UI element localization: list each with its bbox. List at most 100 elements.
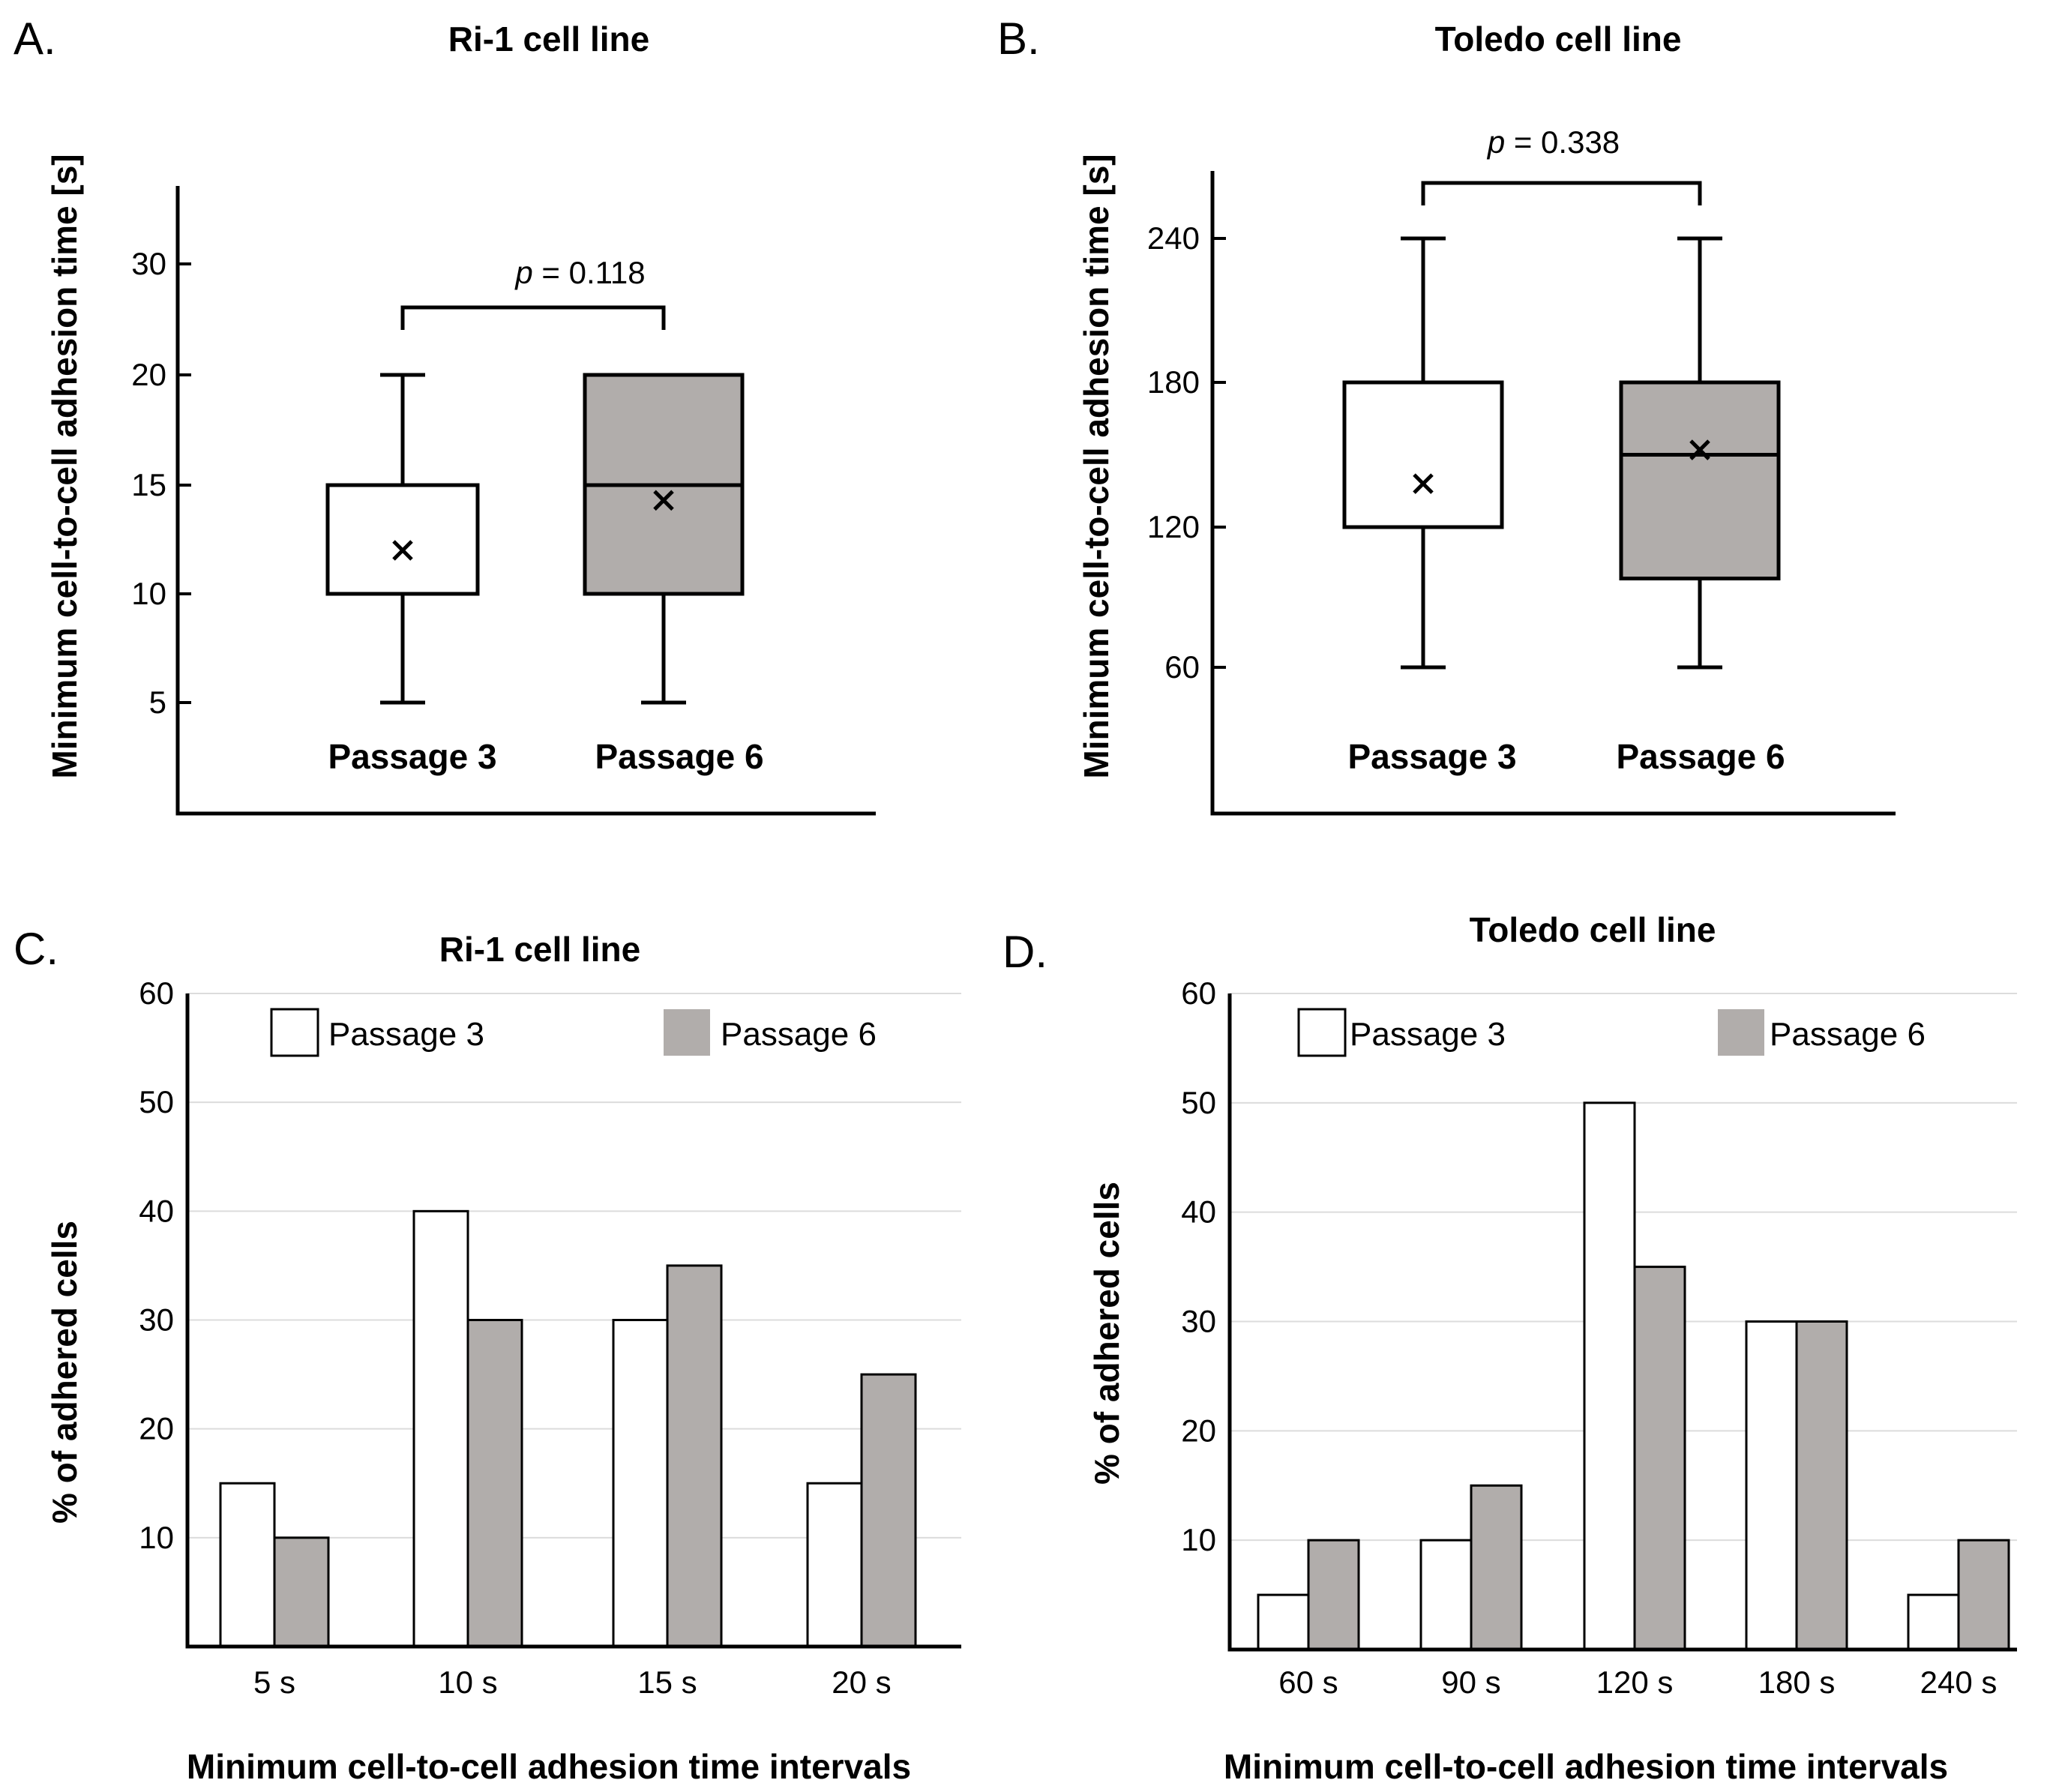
box-iqr-passage-3 bbox=[1342, 380, 1504, 529]
y-tick-label: 40 bbox=[139, 1193, 174, 1228]
x-tick-label: 90 s bbox=[1441, 1665, 1500, 1700]
panel-a-y-ticks: 5 10 15 20 30 bbox=[131, 246, 191, 720]
panel-c-legend-label-passage-3: Passage 3 bbox=[328, 1016, 484, 1053]
y-tick-label: 50 bbox=[139, 1084, 174, 1119]
panel-b-y-ticks: 60 120 180 240 bbox=[1147, 220, 1226, 685]
x-tick-label: 5 s bbox=[253, 1665, 295, 1700]
bar-passage-3 bbox=[1583, 1101, 1636, 1651]
bar-passage-6 bbox=[666, 1264, 723, 1648]
panel-a-axes bbox=[175, 186, 876, 816]
box-mean-marker-passage-6 bbox=[653, 490, 674, 511]
box-iqr-passage-3 bbox=[325, 483, 480, 596]
y-tick-label: 30 bbox=[1181, 1304, 1216, 1339]
panel-d-y-axis-label: % of adhered cells bbox=[1087, 1182, 1126, 1485]
bar-passage-6 bbox=[273, 1536, 330, 1648]
panel-b-y-axis-label: Minimum cell-to-cell adhesion time [s] bbox=[1077, 154, 1116, 778]
panel-b-title: Toledo cell line bbox=[1435, 19, 1682, 58]
panel-c-title: Ri-1 cell line bbox=[439, 930, 640, 969]
bar-passage-6 bbox=[1795, 1320, 1848, 1651]
y-tick-label: 60 bbox=[139, 975, 174, 1011]
panel-a-boxes bbox=[325, 373, 745, 705]
y-tick-label: 60 bbox=[1181, 975, 1216, 1011]
panel-c-x-ticks: 5 s 10 s 15 s 20 s bbox=[253, 1665, 892, 1700]
panel-d-legend-label-passage-6: Passage 6 bbox=[1770, 1016, 1926, 1053]
panel-c-legend-swatch-passage-6 bbox=[664, 1009, 710, 1056]
panel-a-p-text: = 0.118 bbox=[533, 255, 646, 290]
panel-a-y-axis-label: Minimum cell-to-cell adhesion time [s] bbox=[45, 154, 84, 778]
y-tick-label: 60 bbox=[1164, 649, 1200, 685]
panel-c-y-axis-label: % of adhered cells bbox=[45, 1221, 84, 1524]
box-mean-marker-passage-3 bbox=[1413, 473, 1434, 494]
y-tick-label: 5 bbox=[149, 685, 166, 720]
bar-passage-6 bbox=[860, 1373, 917, 1648]
panel-d-x-axis-label: Minimum cell-to-cell adhesion time inter… bbox=[1224, 1747, 1948, 1786]
panel-a-title: Ri-1 cell line bbox=[448, 19, 649, 58]
panel-a-p-value: p = 0.118 bbox=[514, 255, 645, 290]
bar-passage-3 bbox=[412, 1209, 469, 1648]
panel-d-legend-swatch-passage-6 bbox=[1718, 1009, 1764, 1056]
y-tick-label: 30 bbox=[131, 246, 166, 281]
y-tick-label: 10 bbox=[1181, 1522, 1216, 1557]
panel-d-bar-chart: D. Toledo cell line % of adhered cells 1… bbox=[1003, 910, 2017, 1786]
panel-c-legend-label-passage-6: Passage 6 bbox=[721, 1016, 877, 1053]
panel-b-axes bbox=[1210, 171, 1896, 816]
box-iqr-passage-6 bbox=[1619, 380, 1781, 581]
panel-b-p-symbol: p bbox=[1486, 124, 1505, 160]
panel-b-letter: B. bbox=[997, 13, 1040, 64]
panel-a-group-label-passage-6: Passage 6 bbox=[595, 737, 763, 776]
panel-a-significance-bracket bbox=[400, 305, 666, 330]
bar-passage-6 bbox=[466, 1319, 523, 1648]
y-tick-label: 15 bbox=[131, 467, 166, 502]
x-tick-label: 180 s bbox=[1758, 1665, 1836, 1700]
bar-passage-3 bbox=[1745, 1320, 1798, 1651]
panel-c-bar-chart: C. Ri-1 cell line % of adhered cells 10 2… bbox=[13, 924, 961, 1786]
y-tick-label: 180 bbox=[1147, 364, 1200, 400]
x-tick-label: 240 s bbox=[1920, 1665, 1998, 1700]
bar-passage-3 bbox=[219, 1482, 276, 1648]
panel-c-letter: C. bbox=[13, 924, 58, 974]
y-tick-label: 20 bbox=[1181, 1413, 1216, 1448]
y-tick-label: 30 bbox=[139, 1302, 174, 1338]
panel-a-group-label-passage-3: Passage 3 bbox=[328, 737, 496, 776]
panel-a-p-symbol: p bbox=[514, 255, 532, 290]
y-tick-label: 10 bbox=[131, 576, 166, 611]
panel-b-significance-bracket bbox=[1421, 181, 1702, 205]
panel-c-legend: Passage 3 Passage 6 bbox=[270, 1008, 877, 1057]
bar-passage-3 bbox=[612, 1319, 669, 1648]
bar-passage-6 bbox=[1957, 1539, 2010, 1651]
panel-d-x-ticks: 60 s 90 s 120 s 180 s 240 s bbox=[1278, 1665, 1997, 1700]
panel-d-legend-swatch-passage-3 bbox=[1297, 1008, 1347, 1057]
panel-b-group-label-passage-6: Passage 6 bbox=[1616, 737, 1785, 776]
panel-b-p-value: p = 0.338 bbox=[1486, 124, 1620, 160]
panel-d-axes bbox=[1227, 993, 2017, 1652]
panel-a-boxplot: A. Ri-1 cell line Minimum cell-to-cell a… bbox=[13, 13, 876, 816]
bar-passage-3 bbox=[1257, 1593, 1310, 1651]
y-tick-label: 10 bbox=[139, 1520, 174, 1555]
panel-d-letter: D. bbox=[1003, 927, 1047, 977]
panel-b-boxplot: B. Toledo cell line Minimum cell-to-cell… bbox=[997, 13, 1896, 816]
y-tick-label: 240 bbox=[1147, 220, 1200, 256]
y-tick-label: 20 bbox=[131, 357, 166, 392]
y-tick-label: 40 bbox=[1181, 1194, 1216, 1230]
panel-a-letter: A. bbox=[13, 13, 56, 64]
x-tick-label: 120 s bbox=[1596, 1665, 1674, 1700]
panel-c-x-axis-label: Minimum cell-to-cell adhesion time inter… bbox=[187, 1747, 911, 1786]
panel-c-legend-swatch-passage-3 bbox=[270, 1008, 319, 1057]
bar-passage-3 bbox=[1419, 1539, 1473, 1651]
x-tick-label: 10 s bbox=[438, 1665, 497, 1700]
y-tick-label: 50 bbox=[1181, 1085, 1216, 1120]
panel-d-legend: Passage 3 Passage 6 bbox=[1297, 1008, 1926, 1057]
bar-passage-3 bbox=[1907, 1593, 1960, 1651]
panel-b-boxes bbox=[1342, 236, 1781, 670]
panel-c-y-ticks: 10 20 30 40 50 60 bbox=[139, 975, 174, 1555]
bar-passage-6 bbox=[1633, 1266, 1686, 1651]
x-tick-label: 60 s bbox=[1278, 1665, 1338, 1700]
x-tick-label: 15 s bbox=[637, 1665, 697, 1700]
box-mean-marker-passage-6 bbox=[1689, 439, 1710, 460]
bar-passage-6 bbox=[1307, 1539, 1360, 1651]
y-tick-label: 20 bbox=[139, 1411, 174, 1446]
panel-d-title: Toledo cell line bbox=[1470, 910, 1716, 949]
panel-d-y-ticks: 10 20 30 40 50 60 bbox=[1181, 975, 1216, 1557]
panel-d-legend-label-passage-3: Passage 3 bbox=[1350, 1016, 1506, 1053]
